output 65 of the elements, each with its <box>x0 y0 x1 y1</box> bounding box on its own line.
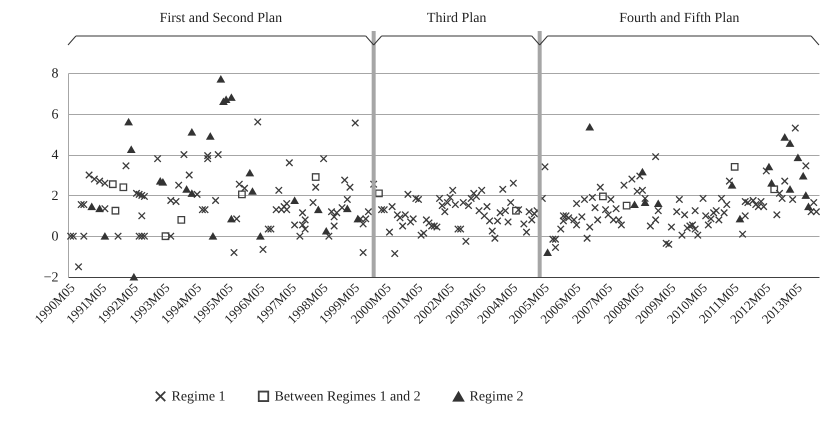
point <box>765 163 773 170</box>
point <box>512 206 520 215</box>
point <box>238 190 246 198</box>
point <box>248 188 256 195</box>
point <box>177 216 186 224</box>
point <box>127 146 136 153</box>
point <box>124 118 132 126</box>
legend-label: Between Regimes 1 and 2 <box>274 389 421 404</box>
point <box>730 162 739 171</box>
point <box>630 201 638 208</box>
point <box>312 173 320 181</box>
y-tick-label: 6 <box>52 107 58 122</box>
point <box>158 178 167 186</box>
point <box>786 140 794 147</box>
point <box>544 249 552 256</box>
point <box>101 232 109 240</box>
y-tick-label: −2 <box>44 270 58 286</box>
point <box>768 180 776 187</box>
point <box>108 180 117 188</box>
point <box>322 228 330 235</box>
y-tick-label: 2 <box>52 188 58 204</box>
point <box>799 172 808 180</box>
y-tick-label: 0 <box>52 230 58 245</box>
point <box>794 154 802 162</box>
point <box>586 124 594 131</box>
legend-label: Regime 1 <box>172 389 226 404</box>
y-tick-label: 4 <box>52 148 58 164</box>
text: Third Plan <box>426 11 486 26</box>
point <box>802 192 810 199</box>
point <box>162 232 170 240</box>
point <box>112 206 120 215</box>
text: Fourth and Fifth Plan <box>619 11 740 26</box>
point <box>780 134 789 141</box>
point <box>375 189 383 198</box>
point <box>354 215 362 222</box>
legend-label: Regime 2 <box>470 390 524 405</box>
point <box>786 186 794 193</box>
point <box>227 94 236 101</box>
point <box>119 183 128 192</box>
point <box>638 168 646 176</box>
point <box>728 182 736 189</box>
point <box>314 206 322 214</box>
point <box>736 215 744 222</box>
point <box>641 199 649 206</box>
point <box>343 205 352 212</box>
point <box>188 128 196 136</box>
point <box>804 203 812 210</box>
point <box>96 205 104 212</box>
y-tick-label: 8 <box>52 66 58 82</box>
point <box>88 203 96 210</box>
point <box>227 215 236 222</box>
point <box>188 190 196 197</box>
point <box>290 197 299 204</box>
point <box>599 192 607 200</box>
point <box>206 132 214 140</box>
point <box>216 76 225 83</box>
text: First and Second Plan <box>160 11 282 26</box>
point <box>246 170 254 176</box>
point <box>256 232 264 240</box>
point <box>622 202 631 210</box>
point <box>182 186 190 193</box>
point <box>130 274 138 280</box>
point <box>209 232 217 240</box>
point <box>654 200 662 208</box>
point <box>770 185 778 194</box>
